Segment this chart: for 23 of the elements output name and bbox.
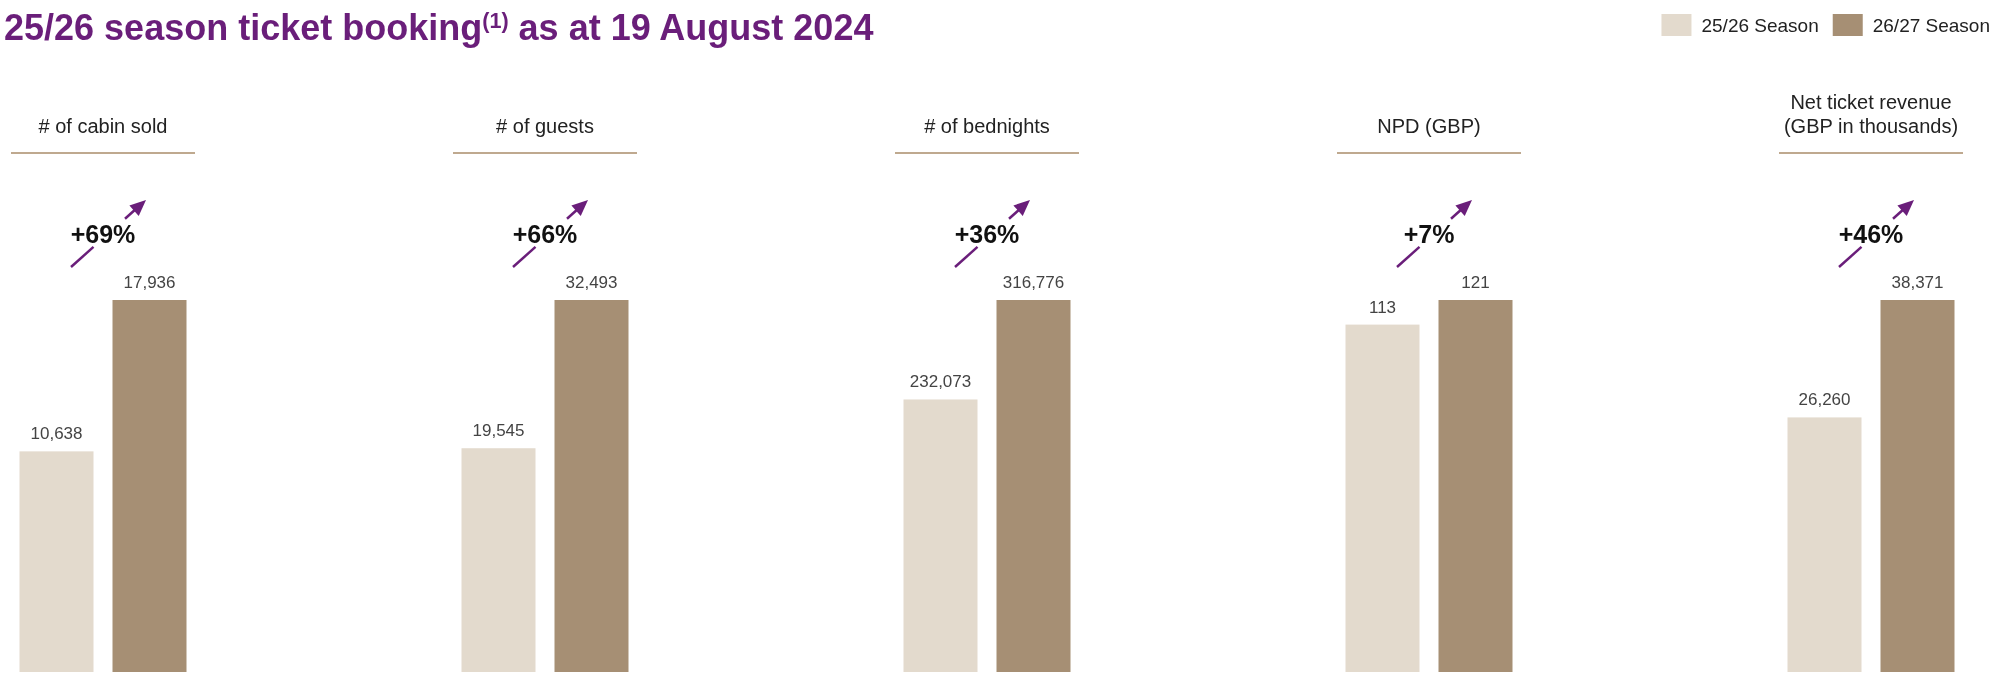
data-label: 26,260: [1798, 390, 1851, 410]
legend-label: 26/27 Season: [1872, 15, 1990, 36]
text: 25/26 season ticket booking$^{(1)}$ as at 19 August 2024: [4, 7, 874, 48]
text: +7%: [1403, 220, 1455, 248]
data-label: 232,073: [909, 372, 972, 392]
text: +66%: [512, 220, 578, 248]
chart-title: # of bednights: [924, 115, 1050, 137]
data-label: 32,493: [565, 273, 618, 292]
legend-label: 25/26 Season: [1701, 15, 1819, 36]
data-label: 316,776: [1002, 273, 1065, 292]
data-label: 17,936: [123, 273, 176, 292]
text: +46%: [1838, 220, 1904, 248]
chart-title: # of cabin sold: [38, 115, 168, 137]
data-label: 113: [1368, 297, 1397, 317]
text: +69%: [70, 220, 136, 248]
chart-title: Net ticket revenue (GBP in thousands): [1783, 91, 1959, 137]
data-label: 10,638: [30, 424, 83, 444]
data-label: 38,371: [1891, 273, 1944, 292]
data-label: 19,545: [472, 421, 525, 441]
text: +36%: [954, 220, 1020, 248]
chart-title: # of guests: [496, 115, 594, 137]
chart-title: NPD (GBP): [1377, 115, 1481, 137]
data-label: 121: [1461, 273, 1490, 292]
